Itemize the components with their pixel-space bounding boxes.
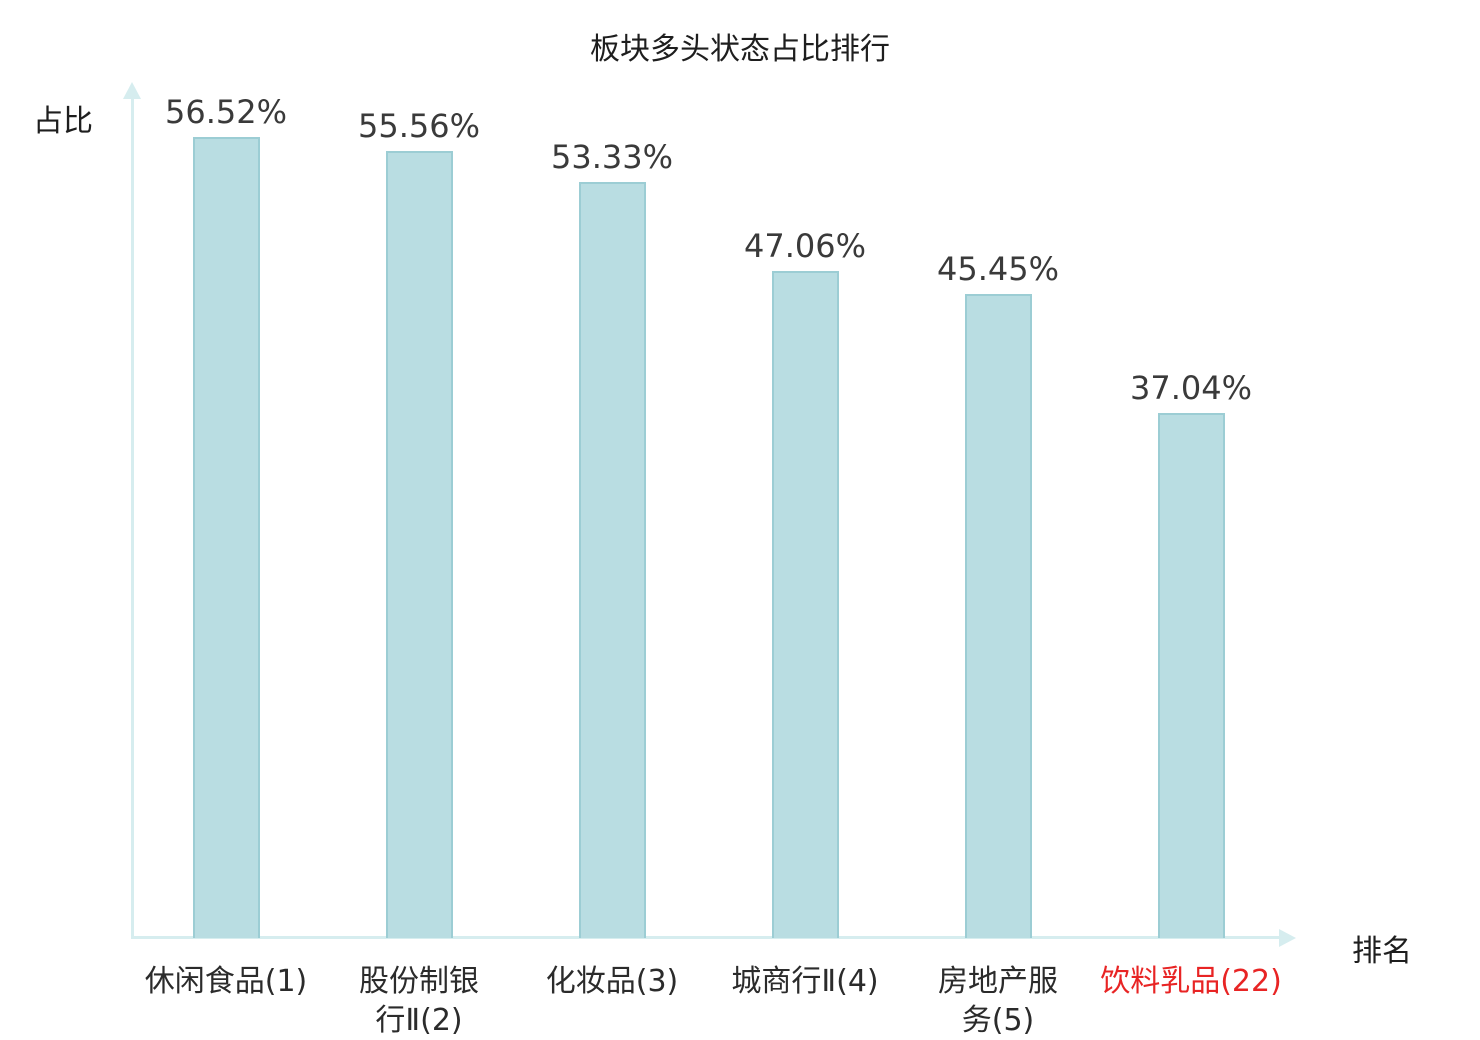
bar-value-label: 53.33% [550, 138, 673, 177]
y-axis-arrow-icon [123, 82, 141, 99]
category-label: 休闲食品(1) [144, 964, 308, 999]
category-label: 股份制银 行Ⅱ(2) [359, 964, 479, 1038]
bar [771, 271, 839, 938]
bar-value-label: 55.56% [357, 106, 480, 145]
x-axis-arrow-icon [1279, 929, 1296, 947]
x-axis-label: 排名 [1352, 934, 1412, 969]
bar [578, 182, 646, 938]
y-axis-label: 占比 [33, 104, 93, 139]
x-axis-line [131, 936, 1281, 939]
bar [192, 137, 260, 938]
category-label: 城商行Ⅱ(4) [731, 964, 879, 999]
category-label: 化妆品(3) [545, 964, 679, 999]
category-label: 房地产服 务(5) [938, 964, 1058, 1038]
bar-value-label: 37.04% [1129, 369, 1252, 408]
chart-title: 板块多头状态占比排行 [590, 32, 890, 67]
bar-value-label: 47.06% [743, 227, 866, 266]
bar [385, 150, 453, 938]
bar-value-label: 45.45% [936, 250, 1059, 289]
bar-value-label: 56.52% [164, 93, 287, 132]
bar [964, 294, 1032, 938]
bar [1157, 413, 1225, 938]
y-axis-line [131, 98, 134, 938]
category-label: 饮料乳品(22) [1100, 964, 1282, 999]
